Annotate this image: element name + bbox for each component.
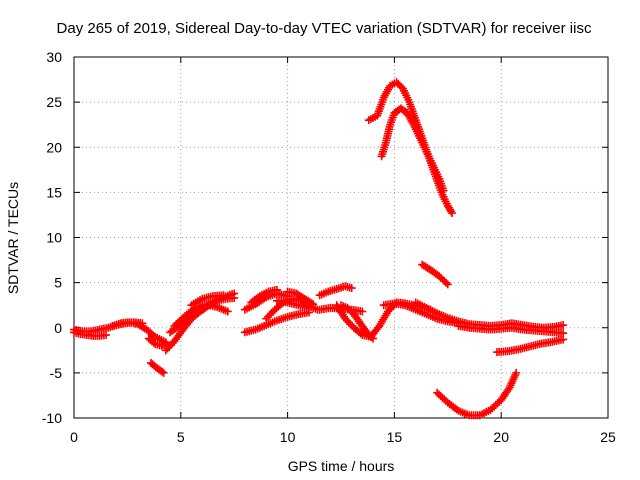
data-point — [159, 368, 168, 377]
y-tick-label: 15 — [46, 184, 62, 200]
series-seg23 — [492, 335, 568, 357]
series-seg20 — [379, 299, 463, 328]
series-seg25 — [433, 368, 521, 420]
series-seg3 — [108, 318, 168, 346]
data-point — [448, 209, 457, 218]
data-point — [439, 186, 448, 195]
series-seg4 — [144, 334, 170, 350]
series-seg9 — [187, 291, 228, 310]
y-tick-label: 30 — [46, 49, 62, 65]
data-point — [304, 303, 313, 312]
data-point — [309, 300, 318, 309]
data-point — [161, 338, 170, 347]
series-seg17 — [315, 282, 356, 300]
data-point — [307, 299, 316, 308]
data-point — [358, 307, 367, 316]
data-point — [230, 289, 239, 298]
series-seg22 — [454, 321, 568, 338]
data-point — [447, 207, 456, 216]
y-tick-label: 10 — [46, 230, 62, 246]
series-seg24 — [418, 260, 452, 289]
series-seg14 — [272, 296, 313, 312]
series-seg27 — [377, 104, 448, 195]
x-tick-label: 25 — [600, 429, 616, 445]
y-tick-label: 25 — [46, 94, 62, 110]
data-point — [272, 285, 281, 294]
data-point — [559, 321, 568, 330]
series-seg10 — [240, 308, 313, 337]
series-seg12 — [247, 285, 281, 307]
series-seg8 — [170, 300, 232, 330]
data-point — [160, 339, 169, 348]
x-tick-label: 0 — [70, 429, 78, 445]
series-seg15 — [283, 287, 318, 309]
data-point — [158, 367, 167, 376]
y-tick-label: -10 — [42, 410, 62, 426]
y-tick-label: 0 — [54, 320, 62, 336]
axis-ticks: 0 5 10 15 20 25 -10 -5 0 5 10 15 20 25 30 — [42, 49, 616, 445]
y-axis-label: SDTVAR / TECUs — [5, 182, 21, 294]
x-tick-label: 5 — [177, 429, 185, 445]
data-point — [219, 291, 228, 300]
data-point — [102, 330, 111, 339]
x-tick-label: 15 — [387, 429, 403, 445]
data-point — [442, 278, 451, 287]
data-point — [443, 280, 452, 289]
x-axis-label: GPS time / hours — [288, 458, 395, 474]
series-seg5 — [146, 358, 168, 377]
chart-title: Day 265 of 2019, Sidereal Day-to-day VTE… — [57, 20, 592, 37]
data-marks — [70, 78, 568, 420]
series-seg21 — [411, 298, 568, 332]
y-tick-label: 20 — [46, 139, 62, 155]
data-point — [512, 368, 521, 377]
y-tick-label: -5 — [50, 365, 63, 381]
data-point — [559, 335, 568, 344]
x-tick-label: 20 — [493, 429, 509, 445]
data-point — [223, 307, 232, 316]
y-tick-label: 5 — [54, 275, 62, 291]
x-tick-label: 10 — [280, 429, 296, 445]
data-point — [347, 284, 356, 293]
